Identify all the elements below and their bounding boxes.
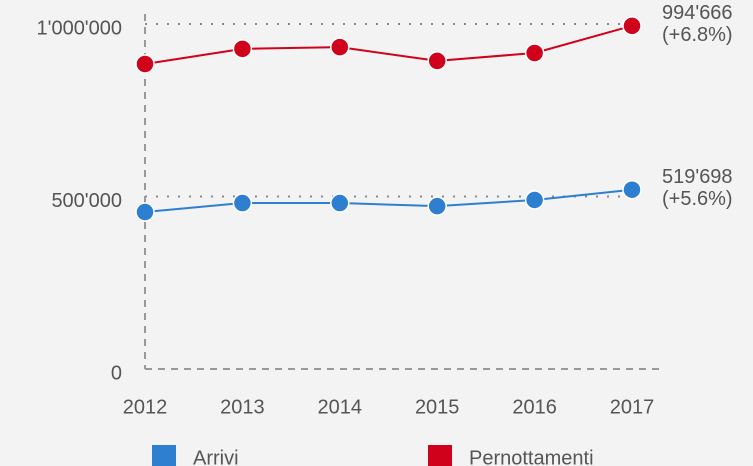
data-point [427,51,447,71]
data-point [622,179,642,200]
data-point [135,202,155,222]
x-tick-label: 2014 [318,396,363,418]
y-tick-label: 0 [111,362,122,384]
data-point [524,43,545,63]
data-point [330,37,350,57]
x-tick-label: 2017 [610,396,655,418]
y-tick-label: 500'000 [51,190,122,212]
x-tick-label: 2015 [415,396,460,418]
change-label: (+6.8%) [662,24,733,46]
y-tick-label: 1'000'000 [37,17,123,39]
data-point [427,196,447,216]
change-label: (+5.6%) [662,188,733,210]
x-tick-label: 2013 [220,396,265,418]
x-tick-label: 2016 [512,396,557,418]
data-point [232,193,253,213]
x-tick-label: 2012 [123,396,168,418]
legend-swatch [428,445,452,466]
legend-swatch [152,445,176,466]
data-point [524,190,545,210]
data-point [232,39,253,59]
legend-label: Arrivi [193,447,239,466]
legend-label: Pernottamenti [469,447,594,466]
value-label: 994'666 [662,2,733,24]
data-point [330,193,350,213]
series-line [144,188,633,214]
series-line [144,24,633,66]
data-point [622,16,642,36]
value-label: 519'698 [662,166,733,188]
data-point [135,54,155,74]
